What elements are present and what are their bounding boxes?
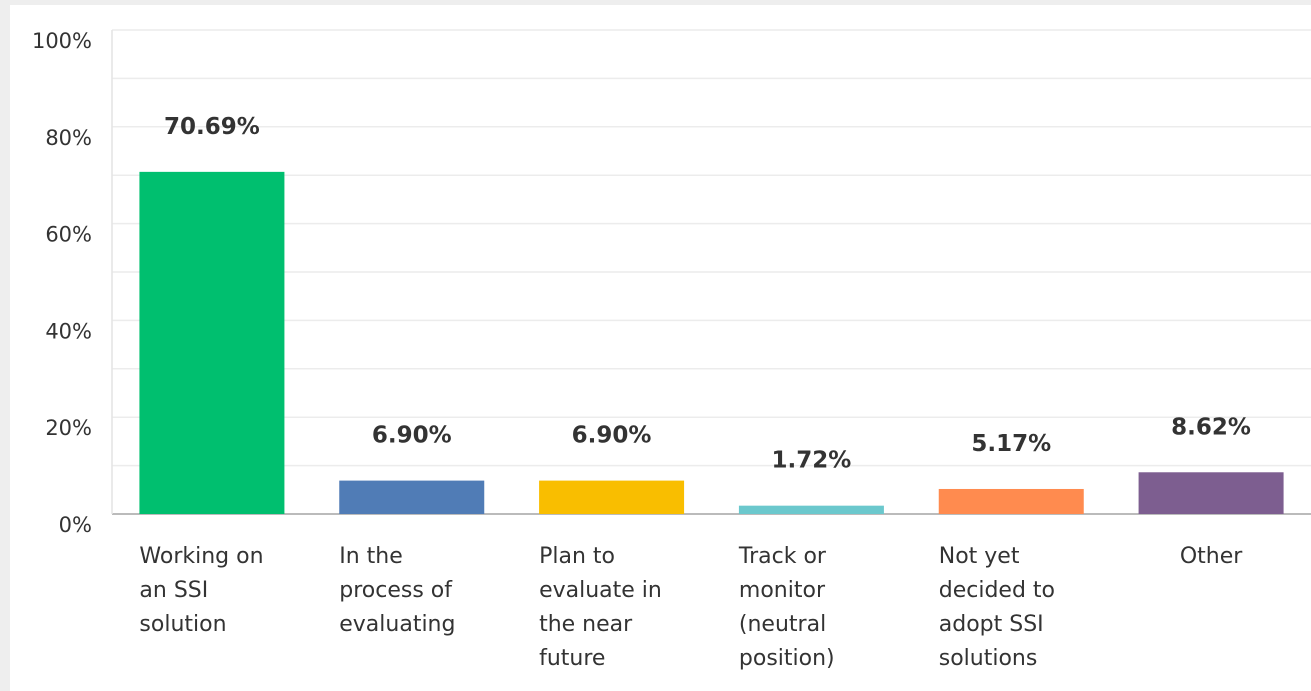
y-tick-label: 40%: [45, 319, 92, 343]
x-tick-label: Working on an SSI solution: [139, 544, 264, 637]
data-label: 8.62%: [1171, 414, 1251, 440]
x-tick-label: Plan to evaluate in the near future: [539, 544, 662, 671]
x-tick-label-box: Plan to evaluate in the near future: [522, 540, 702, 676]
x-tick-label-box: Other: [1121, 540, 1301, 574]
bar: [1138, 472, 1284, 514]
data-label: 6.90%: [572, 423, 652, 449]
bar: [938, 488, 1084, 514]
data-label: 1.72%: [772, 448, 852, 474]
y-tick-label: 20%: [45, 416, 92, 440]
x-tick-label: In the process of evaluating: [339, 544, 456, 637]
x-tick-label-box: In the process of evaluating: [322, 540, 502, 642]
x-tick-label-box: Working on an SSI solution: [122, 540, 302, 642]
x-tick-label: Track or monitor (neutral position): [738, 544, 835, 671]
x-tick-label-box: Track or monitor (neutral position): [721, 540, 901, 676]
y-tick-label: 0%: [59, 513, 92, 537]
bar: [339, 480, 485, 514]
y-tick-label: 60%: [45, 223, 92, 247]
bar: [738, 505, 884, 514]
x-tick-label-box: Not yet decided to adopt SSI solutions: [921, 540, 1101, 676]
data-label: 6.90%: [372, 423, 452, 449]
y-tick-label: 100%: [32, 29, 92, 53]
bar: [139, 171, 285, 514]
data-label: 70.69%: [164, 114, 260, 140]
data-label: 5.17%: [971, 431, 1051, 457]
x-tick-label: Other: [1179, 544, 1243, 569]
y-tick-label: 80%: [45, 126, 92, 150]
x-tick-label: Not yet decided to adopt SSI solutions: [938, 544, 1056, 671]
bar: [539, 480, 685, 514]
